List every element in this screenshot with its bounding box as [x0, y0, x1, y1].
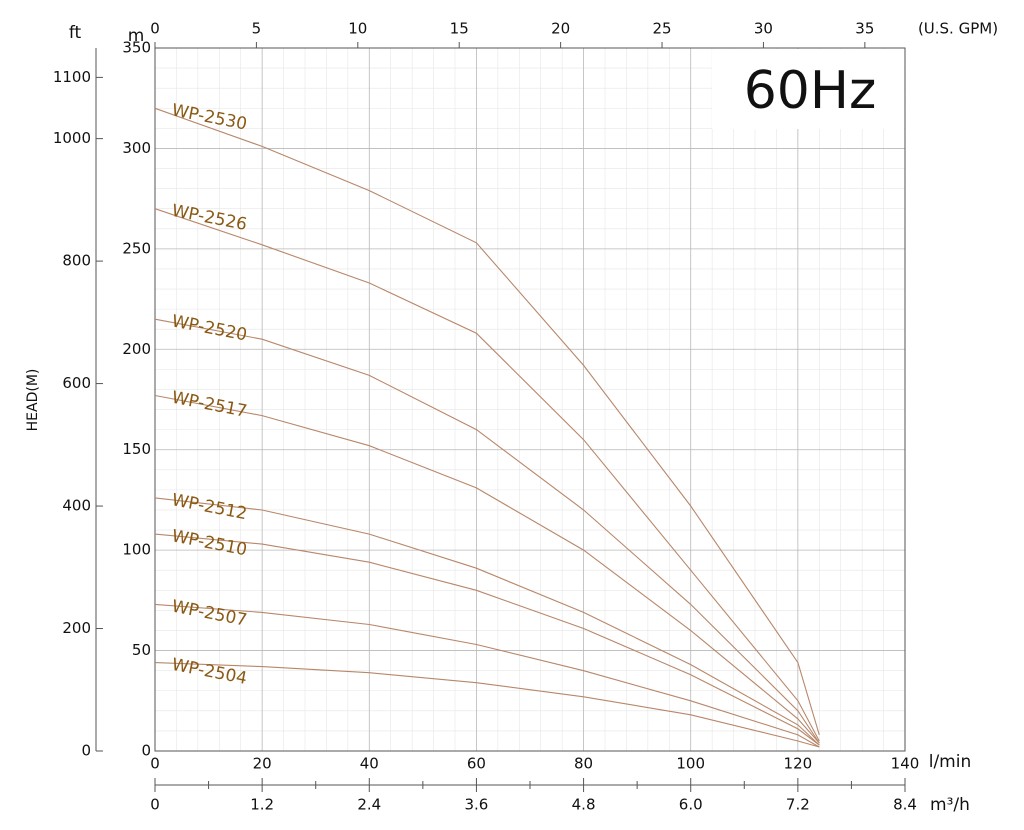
x2-tick-label: 0: [150, 20, 160, 38]
curve-label: WP-2530: [170, 100, 249, 134]
y2-tick-label: 1100: [53, 68, 91, 86]
x2-tick-label: 35: [855, 20, 874, 38]
y2-tick-label: 600: [62, 374, 91, 392]
curve-label: WP-2520: [170, 311, 249, 345]
x-tick-label: 100: [676, 755, 705, 773]
x2-tick-label: 20: [551, 20, 570, 38]
y-tick-label: 250: [122, 239, 151, 257]
curve: [154, 394, 820, 744]
y-tick-label: 200: [122, 340, 151, 358]
x-tick-label: 140: [891, 755, 920, 773]
y2-tick-label: 400: [62, 497, 91, 515]
curve-label: WP-2510: [170, 526, 249, 560]
y-tick-label: 300: [122, 139, 151, 157]
x3-tick-label: 7.2: [786, 796, 810, 814]
x2-label: (U.S. GPM): [918, 20, 998, 38]
x3-tick-label: 2.4: [357, 796, 381, 814]
x-tick-label: 0: [150, 755, 160, 773]
curve: [154, 533, 820, 746]
y2-unit: ft: [69, 23, 82, 43]
curve: [154, 497, 820, 746]
curve: [154, 318, 820, 744]
x-label: l/min: [929, 752, 972, 772]
y-tick-label: 100: [122, 541, 151, 559]
y2-tick-label: 800: [62, 252, 91, 270]
y-tick-label: 0: [141, 742, 151, 760]
y-label: HEAD(M): [25, 369, 41, 432]
x2-tick-label: 25: [652, 20, 671, 38]
curve-label: WP-2517: [170, 388, 249, 422]
y-unit: m: [128, 26, 145, 46]
plot-frame: [154, 47, 906, 752]
y2-tick-label: 0: [81, 742, 91, 760]
x3-tick-label: 0: [150, 796, 160, 814]
curve-label: WP-2512: [170, 490, 249, 524]
curve: [154, 107, 820, 736]
curve: [154, 603, 820, 748]
x2-tick-label: 30: [754, 20, 773, 38]
y2-tick-label: 200: [62, 619, 91, 637]
x-tick-label: 20: [253, 755, 272, 773]
x3-tick-label: 3.6: [464, 796, 488, 814]
y2-tick-label: 1000: [53, 129, 91, 147]
x2-tick-label: 15: [450, 20, 469, 38]
x3-tick-label: 1.2: [250, 796, 274, 814]
y-tick-label: 150: [122, 440, 151, 458]
x2-tick-label: 10: [348, 20, 367, 38]
x-tick-label: 120: [784, 755, 813, 773]
curve-label: WP-2504: [170, 655, 249, 689]
y-tick-label: 350: [122, 39, 151, 57]
curve: [154, 662, 820, 748]
curve-label: WP-2507: [170, 597, 249, 631]
title-box: [712, 49, 904, 129]
x2-tick-label: 5: [252, 20, 262, 38]
x3-tick-label: 6.0: [679, 796, 703, 814]
curve-label: WP-2526: [170, 201, 249, 235]
x3-label: m³/h: [930, 795, 970, 815]
curve: [154, 208, 820, 742]
x-tick-label: 40: [360, 755, 379, 773]
x-tick-label: 60: [467, 755, 486, 773]
chart-title: 60Hz: [744, 61, 877, 121]
x3-tick-label: 8.4: [893, 796, 917, 814]
x-tick-label: 80: [574, 755, 593, 773]
y-tick-label: 50: [132, 641, 151, 659]
x3-tick-label: 4.8: [572, 796, 596, 814]
